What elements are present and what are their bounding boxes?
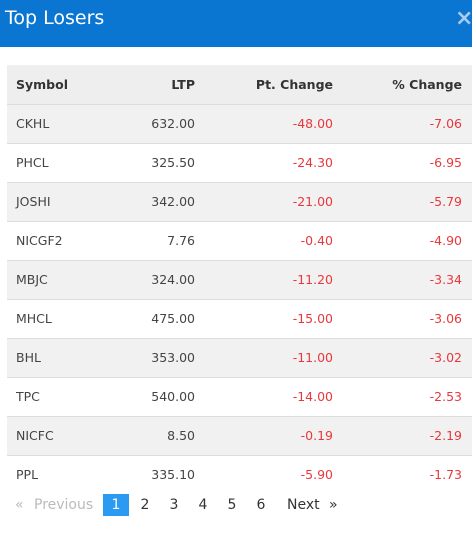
- previous-arrow-icon: «: [15, 497, 24, 513]
- pagination: « Previous 1 2 3 4 5 6 Next »: [7, 494, 472, 516]
- table-row: CKHL 632.00 -48.00 -7.06: [7, 103, 472, 143]
- next-arrow-icon[interactable]: »: [329, 497, 338, 513]
- symbol-cell[interactable]: NICGF2: [7, 220, 127, 260]
- ltp-cell: 8.50: [127, 415, 195, 455]
- page-1-link[interactable]: 1: [103, 494, 129, 516]
- page-4-link[interactable]: 4: [198, 497, 208, 513]
- pct-change-cell: -3.06: [333, 298, 472, 338]
- table-row: BHL 353.00 -11.00 -3.02: [7, 337, 472, 377]
- pct-change-cell: -3.34: [333, 259, 472, 299]
- pt-change-cell: -0.19: [195, 415, 333, 455]
- symbol-cell[interactable]: TPC: [7, 376, 127, 416]
- symbol-cell[interactable]: MBJC: [7, 259, 127, 299]
- pct-change-cell: -4.90: [333, 220, 472, 260]
- losers-table-container: Symbol LTP Pt. Change % Change CKHL 632.…: [7, 65, 472, 494]
- symbol-cell[interactable]: CKHL: [7, 103, 127, 143]
- column-header-pct-change[interactable]: % Change: [333, 65, 472, 105]
- table-row: PHCL 325.50 -24.30 -6.95: [7, 142, 472, 182]
- pt-change-cell: -48.00: [195, 103, 333, 143]
- ltp-cell: 353.00: [127, 337, 195, 377]
- previous-page-link: Previous: [34, 497, 94, 513]
- symbol-cell[interactable]: JOSHI: [7, 181, 127, 221]
- table-header-row: Symbol LTP Pt. Change % Change: [7, 65, 472, 105]
- pt-change-cell: -11.00: [195, 337, 333, 377]
- page-5-link[interactable]: 5: [227, 497, 237, 513]
- close-icon[interactable]: ×: [455, 6, 472, 31]
- losers-table: Symbol LTP Pt. Change % Change CKHL 632.…: [7, 65, 472, 494]
- modal-header: Top Losers ×: [0, 0, 472, 47]
- table-row: NICFC 8.50 -0.19 -2.19: [7, 415, 472, 455]
- table-row: JOSHI 342.00 -21.00 -5.79: [7, 181, 472, 221]
- page-6-link[interactable]: 6: [256, 497, 266, 513]
- modal-title: Top Losers: [5, 7, 105, 29]
- symbol-cell[interactable]: PHCL: [7, 142, 127, 182]
- ltp-cell: 632.00: [127, 103, 195, 143]
- ltp-cell: 325.50: [127, 142, 195, 182]
- pt-change-cell: -0.40: [195, 220, 333, 260]
- pt-change-cell: -15.00: [195, 298, 333, 338]
- table-row: NICGF2 7.76 -0.40 -4.90: [7, 220, 472, 260]
- column-header-symbol[interactable]: Symbol: [7, 65, 127, 105]
- pct-change-cell: -2.19: [333, 415, 472, 455]
- ltp-cell: 335.10: [127, 454, 195, 494]
- pt-change-cell: -5.90: [195, 454, 333, 494]
- table-row: MHCL 475.00 -15.00 -3.06: [7, 298, 472, 338]
- column-header-pt-change[interactable]: Pt. Change: [195, 65, 333, 105]
- ltp-cell: 324.00: [127, 259, 195, 299]
- pt-change-cell: -21.00: [195, 181, 333, 221]
- table-row: MBJC 324.00 -11.20 -3.34: [7, 259, 472, 299]
- column-header-ltp[interactable]: LTP: [127, 65, 195, 105]
- pt-change-cell: -11.20: [195, 259, 333, 299]
- pct-change-cell: -6.95: [333, 142, 472, 182]
- ltp-cell: 7.76: [127, 220, 195, 260]
- pct-change-cell: -3.02: [333, 337, 472, 377]
- pt-change-cell: -14.00: [195, 376, 333, 416]
- ltp-cell: 342.00: [127, 181, 195, 221]
- pt-change-cell: -24.30: [195, 142, 333, 182]
- page-2-link[interactable]: 2: [140, 497, 150, 513]
- table-row: PPL 335.10 -5.90 -1.73: [7, 454, 472, 494]
- pct-change-cell: -5.79: [333, 181, 472, 221]
- next-page-link[interactable]: Next: [287, 497, 320, 513]
- page-3-link[interactable]: 3: [169, 497, 179, 513]
- pct-change-cell: -7.06: [333, 103, 472, 143]
- ltp-cell: 475.00: [127, 298, 195, 338]
- ltp-cell: 540.00: [127, 376, 195, 416]
- pct-change-cell: -2.53: [333, 376, 472, 416]
- pct-change-cell: -1.73: [333, 454, 472, 494]
- table-row: TPC 540.00 -14.00 -2.53: [7, 376, 472, 416]
- symbol-cell[interactable]: MHCL: [7, 298, 127, 338]
- symbol-cell[interactable]: BHL: [7, 337, 127, 377]
- symbol-cell[interactable]: PPL: [7, 454, 127, 494]
- symbol-cell[interactable]: NICFC: [7, 415, 127, 455]
